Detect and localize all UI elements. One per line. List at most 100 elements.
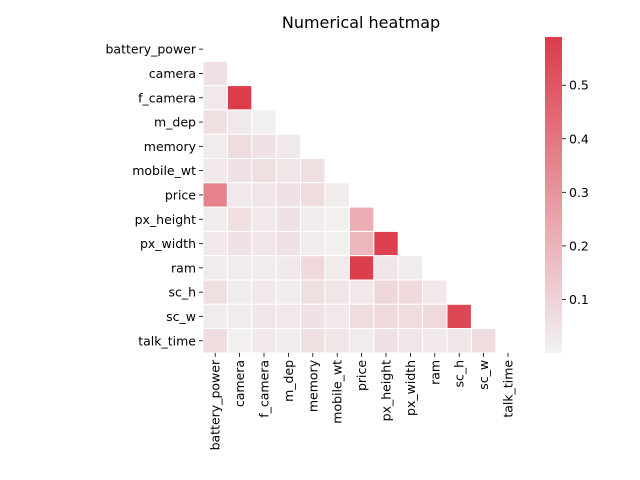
chart-title: Numerical heatmap xyxy=(282,13,440,32)
heatmap-cell-memory-m_dep xyxy=(275,133,302,159)
column-tick-label: sc_w xyxy=(476,360,491,390)
heatmap-cell-price-f_camera xyxy=(251,182,277,208)
column-tick-label: mobile_wt xyxy=(330,360,345,424)
heatmap-cell-px_width-price xyxy=(348,230,375,257)
heatmap-cell-px_width-f_camera xyxy=(251,230,277,257)
heatmap-cell-memory-f_camera xyxy=(251,133,277,159)
heatmap-cell-talk_time-memory xyxy=(300,328,326,354)
heatmap-cell-ram-mobile_wt xyxy=(324,255,350,281)
heatmap-cell-talk_time-f_camera xyxy=(251,328,277,354)
heatmap-cell-sc_w-price xyxy=(348,303,375,330)
heatmap-cell-price-camera xyxy=(226,182,253,208)
row-tick-label: m_dep xyxy=(154,115,196,130)
heatmap-cell-px_width-px_height xyxy=(373,230,399,257)
heatmap-cell-sc_h-ram xyxy=(422,279,448,305)
heatmap-cell-sc_h-f_camera xyxy=(251,279,277,305)
heatmap-cell-ram-m_dep xyxy=(275,255,302,281)
heatmap-cell-sc_h-px_width xyxy=(397,279,424,305)
column-tick-label: sc_h xyxy=(452,360,467,388)
heatmap-cell-sc_w-f_camera xyxy=(251,303,277,330)
heatmap-cell-sc_w-px_height xyxy=(373,303,399,330)
heatmap-cell-ram-battery_power xyxy=(202,255,228,281)
heatmap-cell-px_height-memory xyxy=(300,206,326,232)
heatmap-cell-ram-price xyxy=(348,255,375,281)
heatmap-cell-px_height-f_camera xyxy=(251,206,277,232)
heatmap-cell-sc_w-camera xyxy=(226,303,253,330)
row-tick-label: memory xyxy=(144,139,197,154)
heatmap-cell-camera-battery_power xyxy=(202,60,228,87)
heatmap-cell-mobile_wt-f_camera xyxy=(251,158,277,184)
column-tick-label: f_camera xyxy=(257,360,272,418)
row-tick-label: ram xyxy=(171,260,196,275)
row-tick-label: sc_w xyxy=(166,309,196,324)
heatmap-cell-ram-memory xyxy=(300,255,326,281)
heatmap-cell-m_dep-f_camera xyxy=(251,109,277,135)
heatmap-cell-sc_h-mobile_wt xyxy=(324,279,350,305)
row-tick-label: price xyxy=(165,187,196,202)
heatmap-cell-ram-f_camera xyxy=(251,255,277,281)
heatmap-cell-talk_time-px_height xyxy=(373,328,399,354)
heatmap-cell-mobile_wt-camera xyxy=(226,158,253,184)
heatmap-cell-sc_w-ram xyxy=(422,303,448,330)
row-tick-label: f_camera xyxy=(138,90,196,105)
heatmap-cell-talk_time-mobile_wt xyxy=(324,328,350,354)
heatmap-cell-sc_w-battery_power xyxy=(202,303,228,330)
heatmap-cell-sc_h-memory xyxy=(300,279,326,305)
column-tick-label: camera xyxy=(232,360,247,407)
heatmap-cells xyxy=(202,60,497,354)
heatmap-cell-sc_h-camera xyxy=(226,279,253,305)
column-tick-labels: battery_power camera f_camera m_dep memory mo… xyxy=(208,352,516,450)
heatmap-cell-talk_time-sc_h xyxy=(446,328,472,354)
heatmap-cell-talk_time-camera xyxy=(226,328,253,354)
heatmap-cell-px_height-battery_power xyxy=(202,206,228,232)
heatmap-cell-talk_time-battery_power xyxy=(202,328,228,354)
colorbar-tick-label: 0.4 xyxy=(569,131,589,146)
heatmap-cell-px_width-camera xyxy=(226,230,253,257)
heatmap-cell-m_dep-battery_power xyxy=(202,109,228,135)
row-tick-label: mobile_wt xyxy=(132,163,196,178)
heatmap-cell-price-m_dep xyxy=(275,182,302,208)
heatmap-cell-memory-battery_power xyxy=(202,133,228,159)
heatmap-cell-mobile_wt-m_dep xyxy=(275,158,302,184)
colorbar-tick-label: 0.3 xyxy=(569,185,589,200)
heatmap-cell-sc_w-mobile_wt xyxy=(324,303,350,330)
heatmap-cell-sc_h-price xyxy=(348,279,375,305)
heatmap-cell-ram-camera xyxy=(226,255,253,281)
heatmap-cell-px_height-camera xyxy=(226,206,253,232)
column-tick-label: battery_power xyxy=(208,359,223,450)
column-tick-label: m_dep xyxy=(281,360,296,402)
heatmap-cell-sc_w-m_dep xyxy=(275,303,302,330)
row-tick-label: talk_time xyxy=(138,333,196,348)
heatmap-cell-price-memory xyxy=(300,182,326,208)
heatmap-cell-m_dep-camera xyxy=(226,109,253,135)
colorbar-tick-label: 0.2 xyxy=(569,238,589,253)
heatmap-cell-px_height-price xyxy=(348,206,375,232)
heatmap-cell-sc_h-px_height xyxy=(373,279,399,305)
heatmap-cell-sc_h-battery_power xyxy=(202,279,228,305)
heatmap-cell-sc_w-px_width xyxy=(397,303,424,330)
heatmap-cell-px_height-mobile_wt xyxy=(324,206,350,232)
colorbar-gradient xyxy=(545,37,562,353)
heatmap-cell-sc_w-sc_h xyxy=(446,303,472,330)
column-tick-label: price xyxy=(354,360,369,391)
heatmap-cell-price-battery_power xyxy=(202,182,228,208)
heatmap-cell-sc_w-memory xyxy=(300,303,326,330)
heatmap-cell-px_width-mobile_wt xyxy=(324,230,350,257)
heatmap-cell-talk_time-sc_w xyxy=(470,328,497,354)
heatmap-cell-price-mobile_wt xyxy=(324,182,350,208)
column-tick-label: px_height xyxy=(379,360,394,422)
row-tick-label: battery_power xyxy=(105,42,196,57)
heatmap-cell-talk_time-px_width xyxy=(397,328,424,354)
column-tick-label: talk_time xyxy=(501,360,516,418)
heatmap-cell-ram-px_width xyxy=(397,255,424,281)
heatmap-cell-px_width-memory xyxy=(300,230,326,257)
heatmap-cell-px_height-m_dep xyxy=(275,206,302,232)
column-tick-label: memory xyxy=(305,359,320,412)
row-tick-label: px_height xyxy=(135,212,197,227)
heatmap-cell-mobile_wt-battery_power xyxy=(202,158,228,184)
column-tick-label: ram xyxy=(427,360,442,385)
heatmap-cell-px_width-m_dep xyxy=(275,230,302,257)
row-tick-label: sc_h xyxy=(168,285,196,300)
